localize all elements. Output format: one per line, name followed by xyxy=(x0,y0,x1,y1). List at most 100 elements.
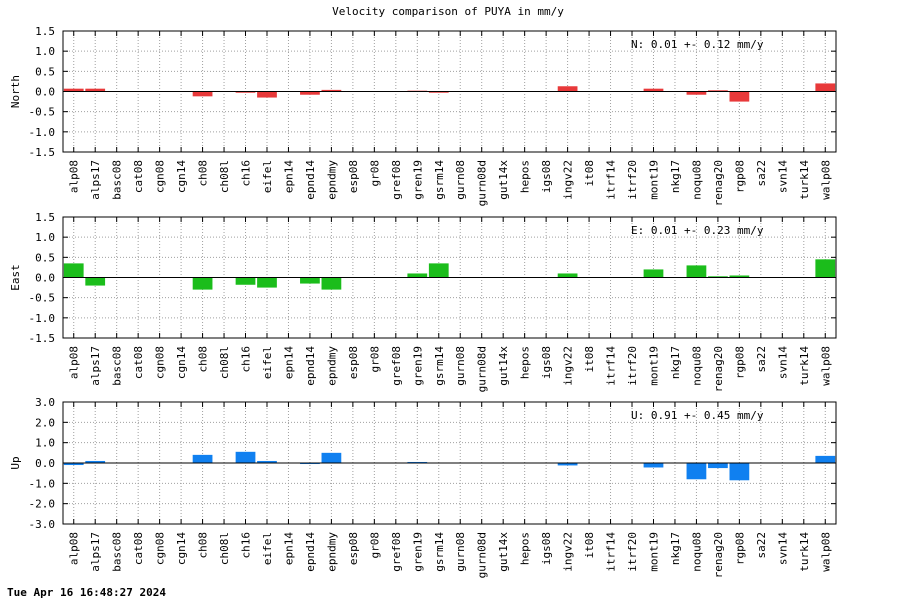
bar-mont19 xyxy=(643,269,664,278)
x-tick-label: mont19 xyxy=(647,160,660,200)
x-tick-label: epnd14 xyxy=(304,346,317,386)
y-tick-label: 0.5 xyxy=(35,65,55,78)
bar-renag20 xyxy=(708,90,728,92)
x-tick-label: nkg17 xyxy=(669,532,682,565)
x-tick-label: svn14 xyxy=(776,532,789,565)
x-tick-label: gsrm14 xyxy=(433,160,446,200)
bar-epndmy xyxy=(321,277,342,290)
x-tick-label: renag20 xyxy=(712,160,725,206)
bar-ch16 xyxy=(235,91,256,93)
x-tick-label: esp08 xyxy=(347,532,360,565)
bar-gsrm14 xyxy=(428,263,449,278)
x-tick-label: gr08 xyxy=(368,532,381,559)
x-tick-label: gref08 xyxy=(390,346,403,386)
x-tick-label: alp08 xyxy=(68,160,81,193)
x-tick-label: igs08 xyxy=(540,160,553,193)
x-tick-label: gsrm14 xyxy=(433,532,446,572)
x-tick-label: cat08 xyxy=(132,532,145,565)
x-tick-label: gut14x xyxy=(497,532,510,572)
bar-ch08 xyxy=(192,91,213,97)
bar-rgp08 xyxy=(729,91,750,102)
x-tick-label: esp08 xyxy=(347,346,360,379)
bar-epndmy xyxy=(321,89,342,92)
x-tick-label: svn14 xyxy=(776,346,789,379)
bar-epnd14 xyxy=(300,277,320,284)
x-tick-label: gurn08d xyxy=(476,532,489,578)
y-tick-label: -0.5 xyxy=(29,292,56,305)
x-tick-label: epndmy xyxy=(325,160,338,200)
x-tick-label: epn14 xyxy=(282,346,295,379)
bar-noqu08 xyxy=(686,91,707,95)
x-tick-label: alp08 xyxy=(68,532,81,565)
bar-gren19 xyxy=(407,461,428,463)
x-tick-label: epn14 xyxy=(282,160,295,193)
x-tick-label: igs08 xyxy=(540,346,553,379)
y-tick-label: 0.0 xyxy=(35,457,55,470)
x-tick-label: ch16 xyxy=(240,532,253,559)
x-tick-label: gurn08d xyxy=(476,346,489,392)
bar-eifel xyxy=(257,277,277,288)
x-tick-label: ch08 xyxy=(197,532,210,559)
bar-epnd14 xyxy=(300,463,320,465)
y-tick-label: -1.0 xyxy=(29,477,56,490)
x-tick-label: itrf14 xyxy=(605,346,618,386)
x-tick-label: renag20 xyxy=(712,346,725,392)
x-tick-label: gsrm14 xyxy=(433,346,446,386)
x-tick-label: epndmy xyxy=(325,532,338,572)
x-tick-label: walp08 xyxy=(819,346,832,386)
x-tick-label: turk14 xyxy=(798,160,811,200)
x-tick-label: svn14 xyxy=(776,160,789,193)
x-tick-label: cat08 xyxy=(132,346,145,379)
bar-ingv22 xyxy=(557,273,578,278)
x-tick-label: nkg17 xyxy=(669,160,682,193)
y-tick-label: -3.0 xyxy=(29,518,56,531)
x-tick-label: alps17 xyxy=(89,346,102,386)
x-tick-label: noqu08 xyxy=(690,160,703,200)
x-tick-label: basc08 xyxy=(111,160,124,200)
x-tick-label: itrf20 xyxy=(626,532,639,572)
y-tick-label: 2.0 xyxy=(35,416,55,429)
bar-alps17 xyxy=(85,277,106,286)
x-tick-label: gref08 xyxy=(390,160,403,200)
plot-frame xyxy=(62,401,837,525)
bar-ch08 xyxy=(192,277,213,290)
bar-renag20 xyxy=(708,463,728,469)
bar-ingv22 xyxy=(557,86,578,92)
y-tick-label: 0.0 xyxy=(35,272,55,285)
x-tick-label: ingv22 xyxy=(562,532,575,572)
bar-rgp08 xyxy=(729,463,750,481)
x-tick-label: ch16 xyxy=(240,346,253,373)
x-tick-label: sa22 xyxy=(755,160,768,187)
y-tick-label: -1.5 xyxy=(29,332,56,345)
x-tick-label: gr08 xyxy=(368,346,381,373)
x-tick-label: epnd14 xyxy=(304,532,317,572)
x-tick-label: gurn08d xyxy=(476,160,489,206)
x-tick-label: alps17 xyxy=(89,532,102,572)
y-tick-label: 3.0 xyxy=(35,396,55,409)
bar-walp08 xyxy=(815,455,836,463)
bar-mont19 xyxy=(643,463,664,468)
x-tick-label: gurn08 xyxy=(454,346,467,386)
x-tick-label: nkg17 xyxy=(669,346,682,379)
stats-annotation: U: 0.91 +- 0.45 mm/y xyxy=(631,409,764,422)
x-tick-label: ch08 xyxy=(197,160,210,187)
x-tick-label: sa22 xyxy=(755,532,768,559)
x-tick-label: alps17 xyxy=(89,160,102,200)
bar-epndmy xyxy=(321,452,342,463)
x-tick-label: cgn08 xyxy=(154,532,167,565)
x-tick-label: rgp08 xyxy=(733,160,746,193)
bar-walp08 xyxy=(815,83,836,92)
x-tick-label: basc08 xyxy=(111,346,124,386)
x-tick-label: itrf14 xyxy=(605,532,618,572)
y-axis-label: Up xyxy=(9,456,22,469)
bar-epnd14 xyxy=(300,91,320,95)
bar-noqu08 xyxy=(686,463,707,480)
y-tick-label: -1.5 xyxy=(29,146,56,159)
x-tick-label: mont19 xyxy=(647,346,660,386)
x-tick-label: rgp08 xyxy=(733,532,746,565)
x-tick-label: eifel xyxy=(261,532,274,565)
x-tick-label: gren19 xyxy=(411,532,424,572)
bar-alps17 xyxy=(85,88,106,92)
plot-frame xyxy=(62,216,837,339)
